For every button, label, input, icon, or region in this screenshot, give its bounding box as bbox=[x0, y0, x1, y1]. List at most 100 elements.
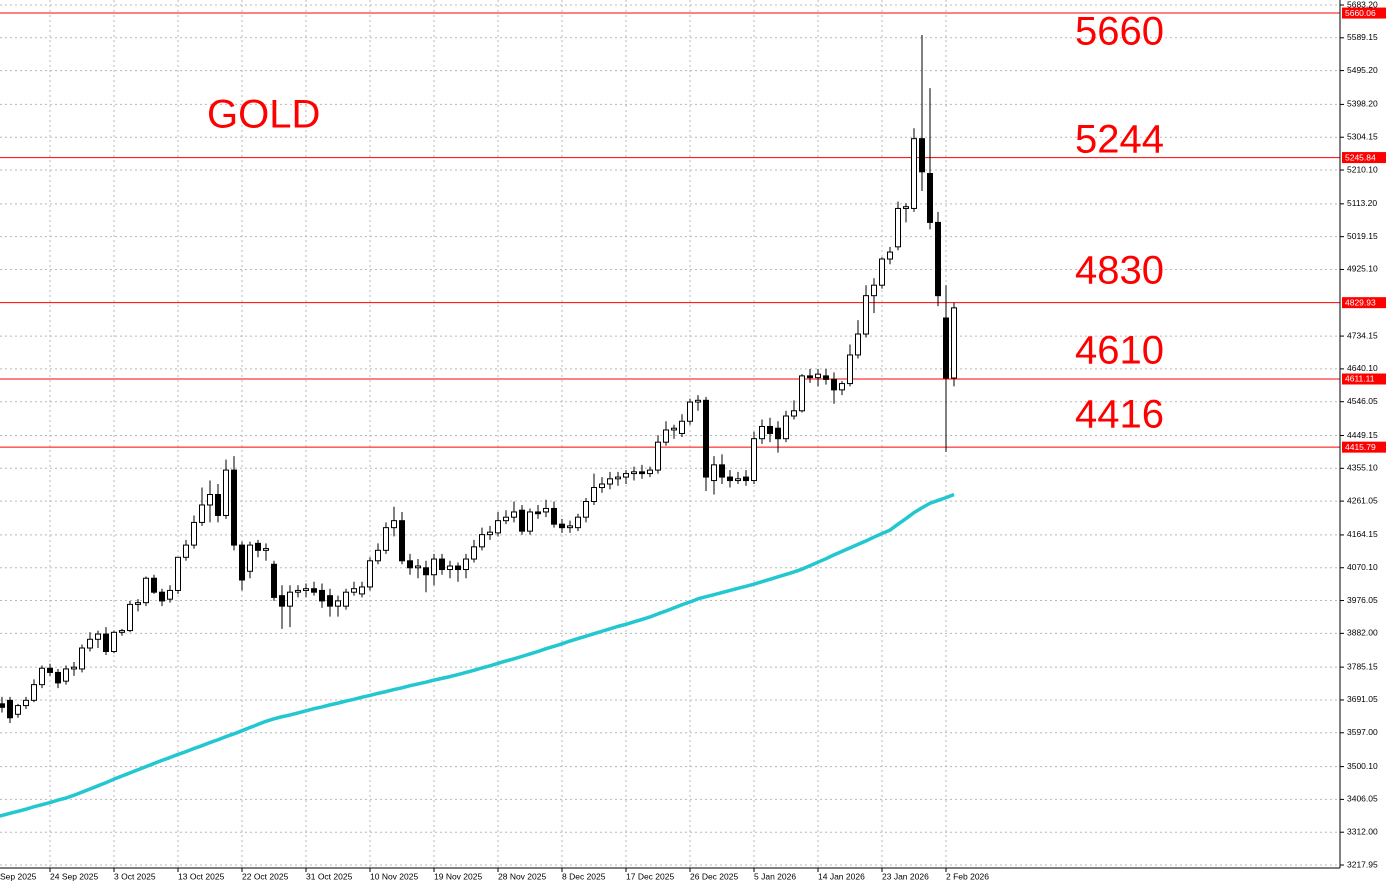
candle-body bbox=[919, 138, 925, 173]
candle-body bbox=[687, 401, 693, 422]
candle-body bbox=[831, 378, 837, 391]
candle-body bbox=[535, 511, 541, 515]
candle-body bbox=[551, 507, 557, 525]
candle-body bbox=[343, 591, 349, 607]
candle-body bbox=[119, 630, 125, 633]
y-tick-label: 3882.00 bbox=[1347, 628, 1378, 638]
y-tick-label: 3217.95 bbox=[1347, 859, 1378, 869]
candle-body bbox=[703, 399, 709, 478]
candle-body bbox=[671, 427, 677, 431]
candle-body bbox=[615, 476, 621, 480]
x-tick-label: 10 Nov 2025 bbox=[370, 871, 418, 881]
candle-body bbox=[623, 473, 629, 478]
moving-average bbox=[0, 492, 955, 818]
candle-body bbox=[727, 476, 733, 482]
candle-body bbox=[191, 521, 197, 546]
candle-body bbox=[879, 258, 885, 286]
x-tick-label: 19 Nov 2025 bbox=[434, 871, 482, 881]
candle-body bbox=[431, 558, 437, 576]
y-tick-label: 5683.20 bbox=[1347, 0, 1378, 9]
candle-body bbox=[471, 546, 477, 560]
candle-body bbox=[463, 558, 469, 571]
level-annotation: 4610 bbox=[1075, 329, 1164, 373]
candle-body bbox=[31, 684, 37, 701]
candle-body bbox=[223, 469, 229, 516]
y-tick-label: 3691.05 bbox=[1347, 694, 1378, 704]
candle-body bbox=[871, 284, 877, 297]
candle-body bbox=[511, 511, 517, 518]
candle-body bbox=[239, 544, 245, 581]
candle-body bbox=[927, 173, 933, 223]
candle-body bbox=[247, 544, 253, 572]
candle-body bbox=[591, 487, 597, 502]
candle-body bbox=[327, 595, 333, 607]
candle-body bbox=[319, 589, 325, 602]
candle-body bbox=[111, 631, 117, 652]
candle-body bbox=[455, 565, 461, 571]
candle-body bbox=[143, 577, 149, 604]
candle-body bbox=[423, 567, 429, 576]
candle-body bbox=[583, 500, 589, 518]
candle-body bbox=[903, 206, 909, 209]
candle-body bbox=[559, 523, 565, 529]
candle-body bbox=[631, 471, 637, 475]
x-tick-label: 23 Jan 2026 bbox=[882, 871, 929, 881]
candle-body bbox=[47, 667, 53, 673]
candle-body bbox=[359, 586, 365, 595]
x-tick-label: 3 Oct 2025 bbox=[114, 871, 156, 881]
y-tick-label: 4546.05 bbox=[1347, 396, 1378, 406]
y-tick-label: 5495.20 bbox=[1347, 65, 1378, 75]
candle-body bbox=[639, 471, 645, 475]
candle-body bbox=[263, 548, 269, 551]
y-tick-label: 4449.15 bbox=[1347, 430, 1378, 440]
candle-body bbox=[783, 415, 789, 440]
candle-body bbox=[911, 138, 917, 209]
candle-body bbox=[887, 251, 893, 260]
x-tick-label: 24 Sep 2025 bbox=[50, 871, 98, 881]
levels bbox=[0, 12, 1340, 448]
candle-body bbox=[767, 425, 773, 434]
candle-body bbox=[175, 556, 181, 591]
level-price-label: 5660.06 bbox=[1345, 8, 1376, 18]
candle-body bbox=[759, 425, 765, 440]
x-tick-label: Sep 2025 bbox=[0, 871, 37, 881]
y-tick-label: 5019.15 bbox=[1347, 231, 1378, 241]
candle-body bbox=[159, 591, 165, 602]
candle-body bbox=[791, 410, 797, 417]
candle-body bbox=[311, 588, 317, 593]
candle-body bbox=[679, 420, 685, 434]
candle-body bbox=[351, 588, 357, 593]
candle-body bbox=[231, 469, 237, 546]
candle-body bbox=[71, 666, 77, 670]
candle-body bbox=[39, 667, 45, 686]
y-tick-label: 3785.15 bbox=[1347, 661, 1378, 671]
y-tick-label: 5210.10 bbox=[1347, 164, 1378, 174]
candle-body bbox=[303, 588, 309, 591]
candle-body bbox=[279, 595, 285, 607]
y-tick-label: 4355.10 bbox=[1347, 463, 1378, 473]
candle-body bbox=[95, 633, 101, 640]
x-tick-label: 14 Jan 2026 bbox=[818, 871, 865, 881]
candle-body bbox=[215, 494, 221, 516]
grid bbox=[0, 0, 1340, 868]
x-tick-label: 28 Nov 2025 bbox=[498, 871, 546, 881]
y-tick-label: 5113.20 bbox=[1347, 198, 1377, 208]
candle-body bbox=[751, 438, 757, 482]
candle-body bbox=[207, 494, 213, 506]
candle-body bbox=[407, 560, 413, 569]
level-price-label: 4611.11 bbox=[1345, 374, 1375, 384]
y-tick-label: 5589.15 bbox=[1347, 32, 1378, 42]
candle-body bbox=[183, 544, 189, 558]
candle-body bbox=[487, 531, 493, 536]
level-price-box bbox=[1342, 7, 1386, 19]
candle-body bbox=[855, 333, 861, 356]
x-tick-label: 13 Oct 2025 bbox=[178, 871, 225, 881]
y-tick-label: 4734.15 bbox=[1347, 330, 1378, 340]
candle-body bbox=[479, 534, 485, 548]
candle-body bbox=[199, 504, 205, 523]
y-tick-label: 5398.20 bbox=[1347, 99, 1378, 109]
candle-body bbox=[935, 221, 941, 297]
candles bbox=[0, 35, 957, 818]
